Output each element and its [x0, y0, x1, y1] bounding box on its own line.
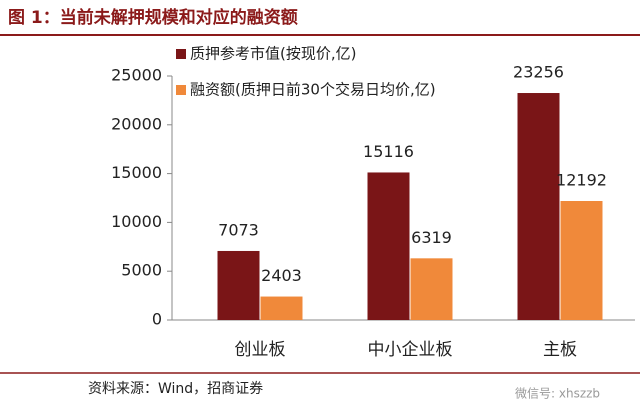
data-label: 2403 [261, 266, 302, 285]
legend-swatch [176, 49, 186, 59]
x-tick-label: 创业板 [235, 340, 286, 360]
y-tick-label: 10000 [111, 212, 162, 231]
bar [260, 296, 303, 320]
x-tick-label: 主板 [543, 340, 577, 360]
legend-label: 质押参考市值(按现价,亿) [190, 45, 356, 63]
y-tick-label: 25000 [111, 66, 162, 85]
bar [367, 172, 410, 320]
y-tick-label: 15000 [111, 163, 162, 182]
bar [217, 250, 260, 320]
x-tick-label: 中小企业板 [368, 340, 453, 360]
source: 资料来源：Wind，招商证券 [88, 381, 263, 397]
bar [560, 201, 603, 320]
legend-label: 融资额(质押日前30个交易日均价,亿) [190, 81, 436, 99]
y-tick-label: 0 [152, 310, 162, 329]
data-label: 12192 [556, 171, 607, 190]
data-label: 15116 [363, 142, 414, 161]
data-label: 7073 [218, 220, 259, 239]
data-label: 23256 [513, 63, 564, 82]
legend-swatch [176, 85, 186, 95]
bar [410, 258, 453, 320]
data-label: 6319 [411, 228, 452, 247]
chart-title: 图 1：当前未解押规模和对应的融资额 [8, 7, 298, 28]
y-tick-label: 5000 [121, 261, 162, 280]
watermark: 微信号: xhszzb [515, 387, 600, 401]
y-tick-label: 20000 [111, 114, 162, 133]
bar [517, 93, 560, 320]
